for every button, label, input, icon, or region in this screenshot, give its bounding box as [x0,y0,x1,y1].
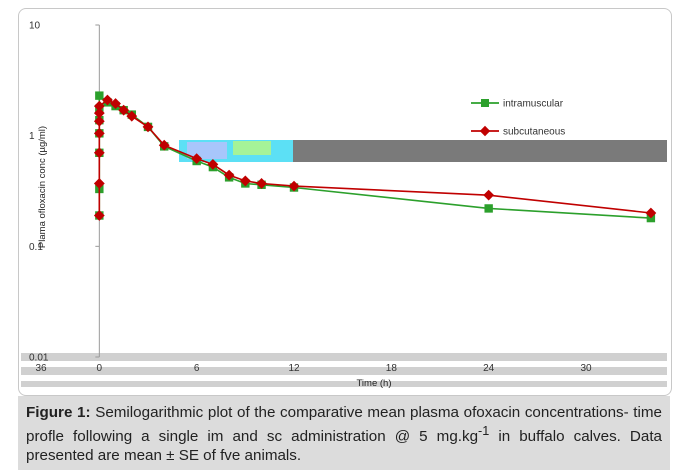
x-tick-label: 6 [194,363,200,374]
data-point-subcutaneous [93,107,105,119]
artifact-noise [233,141,271,155]
y-tick-label: 10 [29,21,41,32]
y-tick-label: 1 [29,131,35,142]
artifact-axis-strip [21,353,667,361]
artifact-axis-strip [21,381,667,387]
legend: intramuscular subcutaneous [471,99,565,138]
artifact-gray-bar [293,140,667,162]
data-point-subcutaneous [93,127,105,139]
data-point-subcutaneous [93,210,105,221]
legend-marker-intramuscular [481,99,489,107]
y-tick-label: 0.01 [29,353,49,364]
data-point-subcutaneous [93,115,105,127]
data-point-intramuscular [95,91,104,100]
x-tick-label-extra: 36 [35,363,47,374]
data-point-subcutaneous [288,180,300,192]
x-tick-label: 30 [580,363,592,374]
data-point-subcutaneous [118,104,130,116]
image-artifacts [21,140,667,387]
legend-marker-subcutaneous [479,125,491,137]
caption-label: Figure 1: [26,404,91,421]
data-point-subcutaneous [126,110,138,122]
y-tick-label: 0.1 [29,242,43,253]
data-point-subcutaneous [93,100,105,112]
x-tick-label: 12 [288,363,300,374]
data-point-subcutaneous [93,147,105,159]
x-tick-label: 24 [483,363,495,374]
data-point-subcutaneous [256,178,267,189]
data-point-subcutaneous [110,98,121,109]
data-point-subcutaneous [483,189,495,201]
data-point-subcutaneous [142,121,154,133]
data-point-subcutaneous [93,178,105,189]
series-layer [93,91,657,223]
legend-label-intramuscular: intramuscular [503,99,564,110]
x-axis-title: Time (h) [356,378,391,389]
data-point-subcutaneous [191,153,203,165]
data-point-subcutaneous [223,169,235,181]
axes: 10 1 0.1 0.01 Plama ofloxacin conc (µg/ml) 0 6… [29,21,592,390]
x-tick-label: 18 [386,363,398,374]
data-point-subcutaneous [207,158,219,170]
data-point-subcutaneous [102,94,113,106]
legend-label-subcutaneous: subcutaneous [503,127,565,138]
caption-text-end: in buffalo calves. Data presented are me… [26,428,663,465]
data-point-subcutaneous [158,139,170,151]
chart-frame: 10 1 0.1 0.01 Plama ofloxacin conc (µg/ml) 0 6… [18,8,672,396]
x-tick-label: 0 [97,363,103,374]
figure-caption: Figure 1: Semilogarithmic plot of the co… [26,403,662,465]
caption-text: Semilogarithmic plot of the comparative … [26,404,663,446]
data-point-subcutaneous [239,175,251,187]
data-point-subcutaneous [645,207,657,219]
caption-box: Figure 1: Semilogarithmic plot of the co… [18,396,670,470]
y-axis-title: Plama ofloxacin conc (µg/ml) [37,126,48,248]
data-point-intramuscular [484,204,493,213]
series-subcutaneous [93,94,657,221]
caption-superscript: -1 [478,424,490,438]
artifact-axis-strip [21,367,667,375]
chart: 10 1 0.1 0.01 Plama ofloxacin conc (µg/ml) 0 6… [21,21,667,390]
